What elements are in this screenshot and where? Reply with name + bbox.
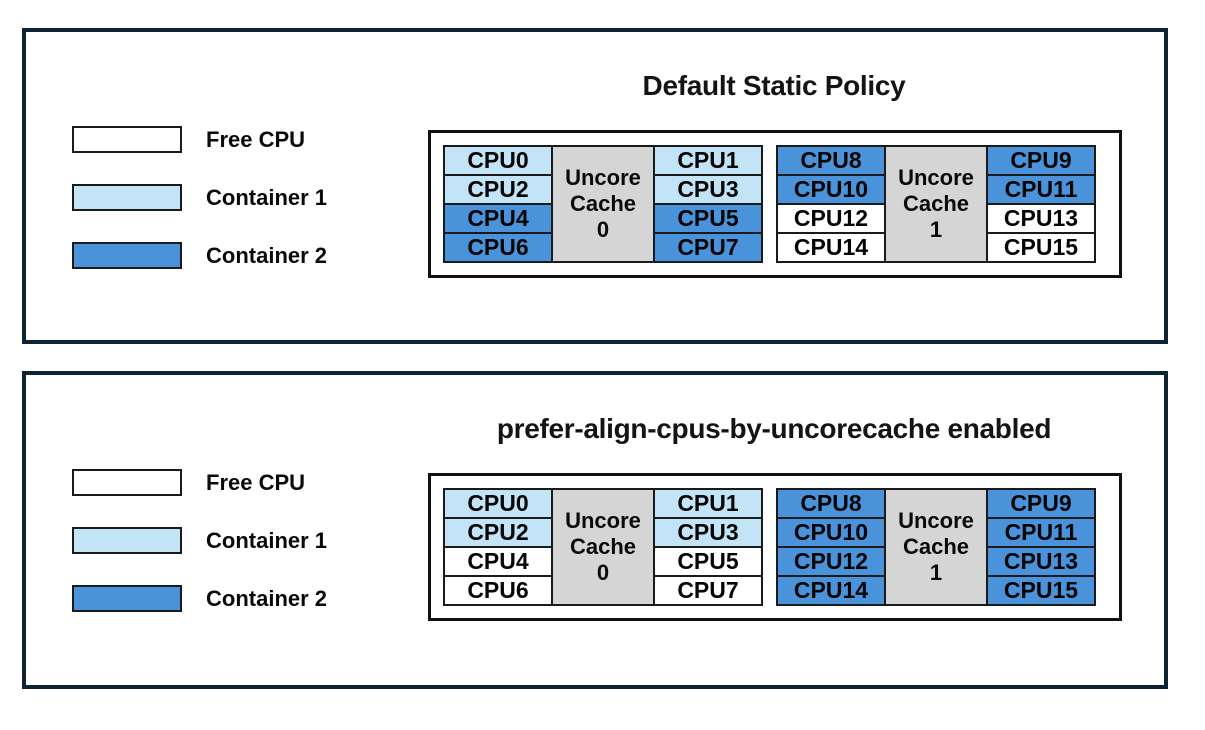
- legend-label: Container 1: [206, 184, 328, 210]
- uncore-cache-group-1: CPU8 CPU10 CPU12 CPU14 Uncore Cache 1 CPU9 CPU…: [776, 488, 1096, 606]
- uncore-cache-label: Uncore Cache 0: [551, 488, 655, 606]
- legend-swatch-free_cpu: [72, 126, 182, 153]
- cpu-column: CPU1 CPU3 CPU5 CPU7: [653, 488, 763, 606]
- cpu-cell-cpu1: CPU1: [653, 488, 763, 519]
- legend-item-free_cpu: Free CPU: [72, 469, 327, 496]
- cpu-cell-cpu5: CPU5: [653, 546, 763, 577]
- cpu-cell-cpu11: CPU11: [986, 517, 1096, 548]
- legend: Free CPU Container 1 Container 2: [72, 469, 327, 612]
- cpu-cell-cpu9: CPU9: [986, 145, 1096, 176]
- uncore-cache-label: Uncore Cache 0: [551, 145, 655, 263]
- legend-label: Container 2: [206, 585, 328, 611]
- cpu-cell-cpu12: CPU12: [776, 546, 886, 577]
- legend-label: Free CPU: [206, 126, 306, 152]
- cpu-cell-cpu3: CPU3: [653, 174, 763, 205]
- cpu-cell-cpu4: CPU4: [443, 203, 553, 234]
- legend-swatch-container2: [72, 585, 182, 612]
- cpu-topology-diagram: CPU0 CPU2 CPU4 CPU6 Uncore Cache 0 CPU1 CPU3 CP…: [428, 473, 1122, 621]
- cpu-column: CPU8 CPU10 CPU12 CPU14: [776, 488, 886, 606]
- legend-swatch-container2: [72, 242, 182, 269]
- cpu-cell-cpu11: CPU11: [986, 174, 1096, 205]
- legend-item-free_cpu: Free CPU: [72, 126, 327, 153]
- uncore-cache-label: Uncore Cache 1: [884, 145, 988, 263]
- cpu-cell-cpu0: CPU0: [443, 488, 553, 519]
- panel-default-static-policy: Default Static Policy Free CPU Container …: [22, 28, 1168, 344]
- panel-prefer-align-cpus-by-uncorecache: prefer-align-cpus-by-uncorecache enabled…: [22, 371, 1168, 689]
- legend-swatch-free_cpu: [72, 469, 182, 496]
- cpu-column: CPU0 CPU2 CPU4 CPU6: [443, 145, 553, 263]
- legend-item-container2: Container 2: [72, 585, 327, 612]
- uncore-cache-group-0: CPU0 CPU2 CPU4 CPU6 Uncore Cache 0 CPU1 CPU3 CP…: [443, 488, 763, 606]
- legend-item-container1: Container 1: [72, 184, 327, 211]
- cpu-cell-cpu12: CPU12: [776, 203, 886, 234]
- cpu-cell-cpu3: CPU3: [653, 517, 763, 548]
- cpu-column: CPU8 CPU10 CPU12 CPU14: [776, 145, 886, 263]
- cpu-cell-cpu13: CPU13: [986, 546, 1096, 577]
- uncore-cache-group-0: CPU0 CPU2 CPU4 CPU6 Uncore Cache 0 CPU1 CPU3 CP…: [443, 145, 763, 263]
- cpu-column: CPU1 CPU3 CPU5 CPU7: [653, 145, 763, 263]
- legend-item-container2: Container 2: [72, 242, 327, 269]
- cpu-cell-cpu13: CPU13: [986, 203, 1096, 234]
- cpu-cell-cpu15: CPU15: [986, 575, 1096, 606]
- legend-label: Free CPU: [206, 469, 306, 495]
- legend-item-container1: Container 1: [72, 527, 327, 554]
- cpu-cell-cpu10: CPU10: [776, 174, 886, 205]
- legend-label: Container 2: [206, 242, 328, 268]
- legend-label: Container 1: [206, 527, 328, 553]
- cpu-cell-cpu5: CPU5: [653, 203, 763, 234]
- cpu-cell-cpu4: CPU4: [443, 546, 553, 577]
- cpu-cell-cpu10: CPU10: [776, 517, 886, 548]
- legend-swatch-container1: [72, 527, 182, 554]
- cpu-column: CPU0 CPU2 CPU4 CPU6: [443, 488, 553, 606]
- cpu-cell-cpu6: CPU6: [443, 575, 553, 606]
- cpu-column: CPU9 CPU11 CPU13 CPU15: [986, 145, 1096, 263]
- cpu-cell-cpu9: CPU9: [986, 488, 1096, 519]
- cpu-cell-cpu2: CPU2: [443, 174, 553, 205]
- panel-title: Default Static Policy: [642, 70, 906, 101]
- cpu-cell-cpu7: CPU7: [653, 232, 763, 263]
- cpu-cell-cpu1: CPU1: [653, 145, 763, 176]
- cpu-cell-cpu15: CPU15: [986, 232, 1096, 263]
- cpu-cell-cpu2: CPU2: [443, 517, 553, 548]
- cpu-cell-cpu14: CPU14: [776, 232, 886, 263]
- cpu-cell-cpu7: CPU7: [653, 575, 763, 606]
- cpu-cell-cpu6: CPU6: [443, 232, 553, 263]
- cpu-cell-cpu14: CPU14: [776, 575, 886, 606]
- cpu-cell-cpu8: CPU8: [776, 488, 886, 519]
- cpu-topology-diagram: CPU0 CPU2 CPU4 CPU6 Uncore Cache 0 CPU1 CPU3 CP…: [428, 130, 1122, 278]
- legend: Free CPU Container 1 Container 2: [72, 126, 327, 269]
- panel-title: prefer-align-cpus-by-uncorecache enabled: [496, 413, 1052, 444]
- cpu-cell-cpu8: CPU8: [776, 145, 886, 176]
- cpu-cell-cpu0: CPU0: [443, 145, 553, 176]
- legend-swatch-container1: [72, 184, 182, 211]
- uncore-cache-label: Uncore Cache 1: [884, 488, 988, 606]
- uncore-cache-group-1: CPU8 CPU10 CPU12 CPU14 Uncore Cache 1 CPU9 CPU…: [776, 145, 1096, 263]
- cpu-column: CPU9 CPU11 CPU13 CPU15: [986, 488, 1096, 606]
